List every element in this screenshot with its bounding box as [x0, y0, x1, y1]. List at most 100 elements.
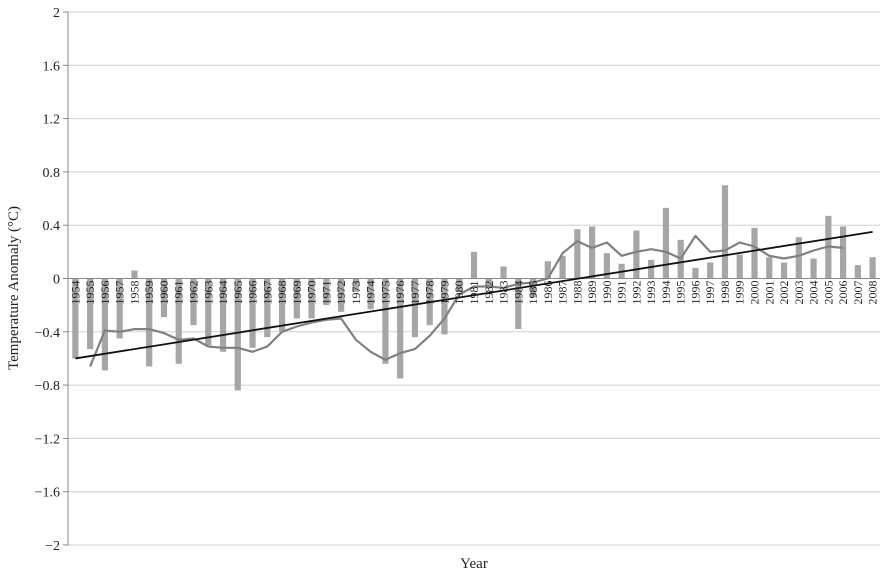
bar — [869, 257, 876, 279]
x-tick-label: 1972 — [334, 280, 348, 304]
bar — [101, 278, 109, 371]
bar — [795, 237, 802, 279]
bar — [633, 230, 640, 279]
trend-line — [75, 230, 873, 360]
x-tick-label: 1964 — [216, 280, 230, 304]
x-tick-label: 1970 — [305, 281, 319, 305]
y-tick-label: −0.4 — [35, 326, 60, 341]
bar — [131, 270, 138, 279]
bar — [293, 278, 300, 319]
x-tick-label: 1998 — [718, 281, 732, 305]
bar — [751, 227, 758, 279]
x-tick-label: 1960 — [157, 281, 171, 305]
x-tick-label: 1965 — [231, 281, 245, 305]
bar — [662, 207, 670, 279]
y-tick-label: 0 — [53, 273, 60, 288]
y-tick-label: −2 — [45, 539, 60, 554]
x-tick-label: 1962 — [187, 281, 201, 305]
bar — [160, 278, 168, 318]
x-tick-labels: 1954 1955 1956 1957 1958 1959 1960 1961 1962 1963… — [68, 280, 879, 304]
y-tick-label: 0.8 — [43, 166, 61, 181]
bar — [721, 185, 729, 279]
bar — [219, 278, 227, 352]
bar — [766, 257, 773, 279]
bar — [574, 229, 581, 279]
x-tick-label: 1992 — [629, 281, 643, 305]
x-tick-label: 1993 — [644, 281, 658, 305]
x-tick-label: 2007 — [851, 281, 865, 305]
x-tick-label: 1977 — [408, 280, 422, 304]
x-tick-label: 2006 — [836, 281, 850, 305]
bar — [397, 278, 404, 379]
x-tick-label: 2005 — [821, 280, 835, 304]
bar — [544, 261, 551, 279]
bar — [72, 278, 79, 359]
x-tick-label: 2000 — [748, 280, 762, 304]
bar — [190, 278, 197, 326]
x-tick-label: 1994 — [659, 280, 673, 304]
x-tick-label: 1987 — [556, 281, 570, 305]
x-tick-label: 2003 — [792, 281, 806, 305]
bar — [456, 278, 463, 292]
x-tick-label: 1976 — [393, 281, 407, 305]
x-tick-label: 1982 — [482, 281, 496, 305]
bar — [529, 278, 537, 298]
y-tick-label: 2 — [53, 6, 60, 21]
bar — [839, 226, 847, 279]
x-tick-label: 1995 — [674, 281, 688, 305]
bar — [382, 278, 389, 364]
bar — [338, 278, 345, 312]
bar — [323, 278, 330, 306]
bar — [500, 266, 507, 279]
moving-average-line — [89, 234, 844, 367]
bar — [485, 278, 492, 287]
bar — [175, 278, 182, 364]
x-tick-label: 1954 — [68, 281, 82, 305]
bar — [780, 262, 788, 279]
bar — [87, 278, 94, 350]
x-tick-label: 2008 — [866, 280, 880, 304]
axes — [67, 12, 880, 545]
y-tick-label: −0.8 — [35, 379, 60, 394]
bar — [515, 278, 522, 330]
y-tick-label: 1.6 — [43, 59, 61, 74]
x-tick-label: 1955 — [83, 280, 97, 304]
x-tick-label: 1996 — [689, 281, 703, 305]
bar — [411, 278, 419, 338]
x-tick-label: 1988 — [570, 280, 584, 304]
bar — [854, 265, 861, 279]
x-tick-label: 1973 — [349, 281, 363, 305]
line-series — [75, 230, 873, 367]
bar — [264, 278, 271, 338]
y-axis-label: Temperature Anomaly (°C) — [6, 206, 22, 370]
x-tick-label: 1974 — [364, 281, 378, 305]
x-tick-label: 1961 — [172, 280, 186, 304]
x-tick-label: 1986 — [541, 280, 555, 304]
bar — [116, 278, 123, 339]
bar — [603, 253, 610, 279]
bar — [234, 278, 241, 391]
bar — [470, 251, 478, 279]
x-tick-label: 1963 — [201, 281, 215, 305]
x-tick-label: 1979 — [438, 281, 452, 305]
x-tick-label: 1990 — [600, 281, 614, 305]
bar — [559, 255, 566, 279]
x-tick-label: 1984 — [511, 281, 525, 305]
x-tick-label: 1959 — [142, 281, 156, 305]
y-tick-label: 0.4 — [43, 219, 61, 234]
bar — [707, 262, 714, 279]
x-tick-label: 1999 — [733, 280, 747, 304]
y-tick-labels: 2 1.6 1.2 0.8 0.4 0 −0.4 −0.8 −1.2 −1.6 −2 — [35, 6, 60, 554]
bar — [146, 278, 153, 367]
x-tick-label: 1981 — [467, 281, 481, 305]
x-tick-label: 1957 — [113, 281, 127, 305]
x-tick-label: 2002 — [777, 280, 791, 304]
x-tick-label: 1971 — [319, 281, 333, 305]
y-tick-label: −1.2 — [35, 432, 60, 447]
bar — [589, 226, 596, 279]
x-tick-label: 1969 — [290, 280, 304, 304]
x-tick-label: 1980 — [452, 280, 466, 304]
x-tick-label: 1991 — [615, 280, 629, 304]
bar — [367, 278, 374, 310]
